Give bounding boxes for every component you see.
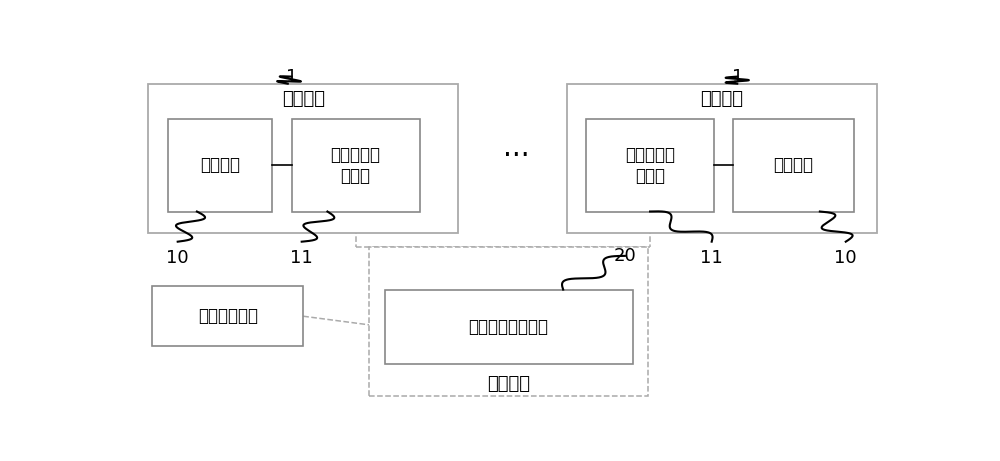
Bar (152, 286, 303, 346)
Text: 主控制器: 主控制器 (773, 156, 813, 174)
Text: 第二无线通信模块: 第二无线通信模块 (469, 318, 549, 336)
Text: 11: 11 (700, 249, 723, 267)
Text: 第一无线通
信模块: 第一无线通 信模块 (331, 146, 381, 185)
Text: 中央空调: 中央空调 (282, 89, 325, 107)
Text: 中央空调: 中央空调 (700, 89, 743, 107)
Bar (292, 119, 420, 212)
Text: 控制系统: 控制系统 (487, 375, 530, 393)
Text: 10: 10 (166, 249, 189, 267)
Text: ···: ··· (503, 142, 530, 171)
Text: 主控制器: 主控制器 (200, 156, 240, 174)
Bar (148, 84, 458, 233)
Bar (168, 119, 272, 212)
Bar (586, 119, 714, 212)
Text: 用户控制设备: 用户控制设备 (198, 307, 258, 325)
Text: 1: 1 (286, 68, 297, 86)
Bar (733, 119, 854, 212)
Text: 10: 10 (834, 249, 857, 267)
Text: 1: 1 (732, 68, 743, 86)
Bar (369, 247, 648, 396)
Text: 20: 20 (614, 247, 636, 265)
Text: 第一无线通
信模块: 第一无线通 信模块 (625, 146, 675, 185)
Bar (385, 290, 633, 364)
Text: 11: 11 (290, 249, 313, 267)
Bar (567, 84, 877, 233)
